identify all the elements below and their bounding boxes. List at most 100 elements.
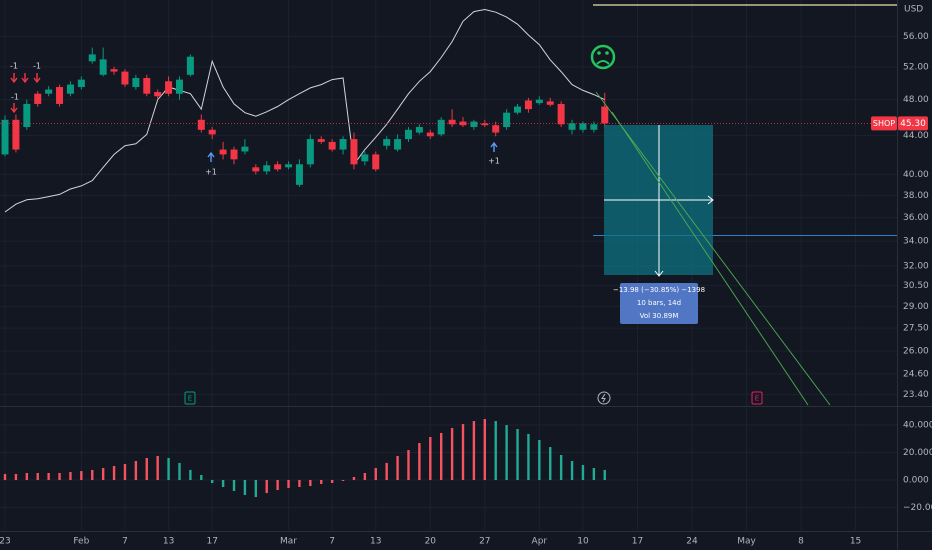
candle-body — [579, 123, 587, 130]
candle-body — [1, 119, 9, 155]
y-tick-label: 24.60 — [903, 369, 929, 379]
currency: USD — [904, 5, 923, 15]
signal-label: -1 — [10, 62, 18, 71]
candle-body — [165, 81, 173, 94]
emoji-face — [590, 44, 616, 70]
event-icon[interactable] — [184, 391, 196, 405]
y-tick-label: 29.00 — [903, 302, 929, 312]
y-tick-label: 20.000 — [903, 448, 932, 458]
x-tick-label: 20 — [425, 537, 437, 547]
price-tag — [898, 116, 928, 131]
candle-body — [208, 129, 216, 135]
histogram-bar — [538, 440, 541, 480]
histogram-bar — [112, 465, 116, 480]
sell-arrow — [21, 73, 29, 84]
y-tick-label: 30.50 — [903, 281, 929, 291]
sell-arrow — [10, 73, 18, 84]
indicator-line — [4, 8, 606, 213]
event-icon[interactable] — [751, 391, 763, 405]
candle-body — [557, 103, 565, 125]
buy-arrow — [207, 151, 215, 162]
candle-body — [197, 119, 205, 130]
x-tick-label: 13 — [163, 537, 174, 547]
candle-body — [132, 78, 140, 88]
histogram-bar — [527, 433, 530, 480]
candle-body — [492, 125, 500, 133]
histogram-bar — [101, 468, 105, 480]
candle-body — [121, 71, 129, 85]
candle-body — [219, 149, 227, 155]
histogram-bar — [439, 433, 443, 480]
histogram-bar — [396, 455, 399, 480]
y-tick-label: 27.50 — [903, 324, 929, 334]
candle-body — [56, 87, 64, 104]
y-tick-label: 36.00 — [903, 213, 929, 223]
candle-body — [361, 154, 369, 162]
candle-body — [252, 167, 260, 172]
candle-body — [154, 92, 162, 97]
candle-body — [143, 78, 151, 94]
candle-body — [306, 139, 314, 165]
candle-body — [45, 89, 53, 94]
measure-box — [620, 283, 698, 324]
histogram-bar — [3, 473, 7, 480]
symbol-tag-text: SHOP — [873, 119, 895, 128]
candle-body — [415, 127, 423, 133]
x-tick-label: 17 — [632, 537, 643, 547]
histogram-bar — [429, 436, 432, 480]
y-tick-label: 40.00 — [903, 170, 929, 180]
histogram-bar — [254, 479, 258, 498]
histogram-bar — [36, 472, 39, 480]
y-tick-label: 0.000 — [903, 475, 929, 485]
x-tick-label: 8 — [798, 537, 804, 547]
dividend-icon[interactable] — [597, 391, 611, 405]
histogram-bar — [418, 443, 421, 480]
histogram-bar — [385, 462, 388, 480]
candle-body — [186, 56, 194, 75]
candle-body — [372, 154, 380, 170]
y-tick-label: −20.000 — [903, 503, 932, 513]
y-tick-label: 23.40 — [903, 390, 929, 400]
histogram-bar — [330, 479, 334, 484]
candle-body — [23, 103, 31, 128]
histogram-bar — [25, 472, 29, 480]
histogram-bar — [298, 479, 301, 487]
x-tick-label: 24 — [686, 537, 698, 547]
histogram-bar — [265, 479, 268, 494]
candle-body — [285, 164, 293, 168]
y-tick-label: 34.00 — [903, 237, 929, 247]
candle-body — [66, 84, 74, 94]
histogram-bar — [156, 455, 159, 480]
histogram-bar — [123, 464, 127, 480]
y-tick-label: 38.00 — [903, 191, 929, 201]
event-icon-label: E — [188, 395, 192, 403]
histogram-bar — [47, 472, 50, 480]
x-tick-label: May — [737, 537, 756, 547]
candle-body — [470, 121, 478, 128]
histogram-bar — [603, 469, 606, 480]
signal-label: +1 — [205, 168, 217, 177]
x-tick-label: Feb — [73, 537, 89, 547]
candle-body — [394, 139, 402, 150]
candle-body — [339, 139, 347, 150]
histogram-bar — [559, 454, 563, 480]
y-tick-label: 48.00 — [903, 95, 929, 105]
candle-body — [99, 59, 107, 75]
candle-body — [546, 101, 554, 105]
candle-body — [12, 119, 20, 150]
sell-arrow — [10, 103, 18, 114]
histogram-bar — [472, 421, 476, 480]
x-tick-label: Mar — [280, 537, 297, 547]
histogram-bar — [69, 472, 72, 480]
histogram-bar — [483, 418, 487, 480]
candle-body — [481, 123, 489, 126]
candle-body — [241, 146, 249, 152]
histogram-bar — [189, 469, 192, 480]
candle-body — [459, 121, 467, 126]
histogram-bar — [374, 468, 377, 480]
emoji-eye — [605, 51, 609, 55]
candle-body — [88, 54, 96, 62]
histogram-bar — [494, 421, 497, 480]
